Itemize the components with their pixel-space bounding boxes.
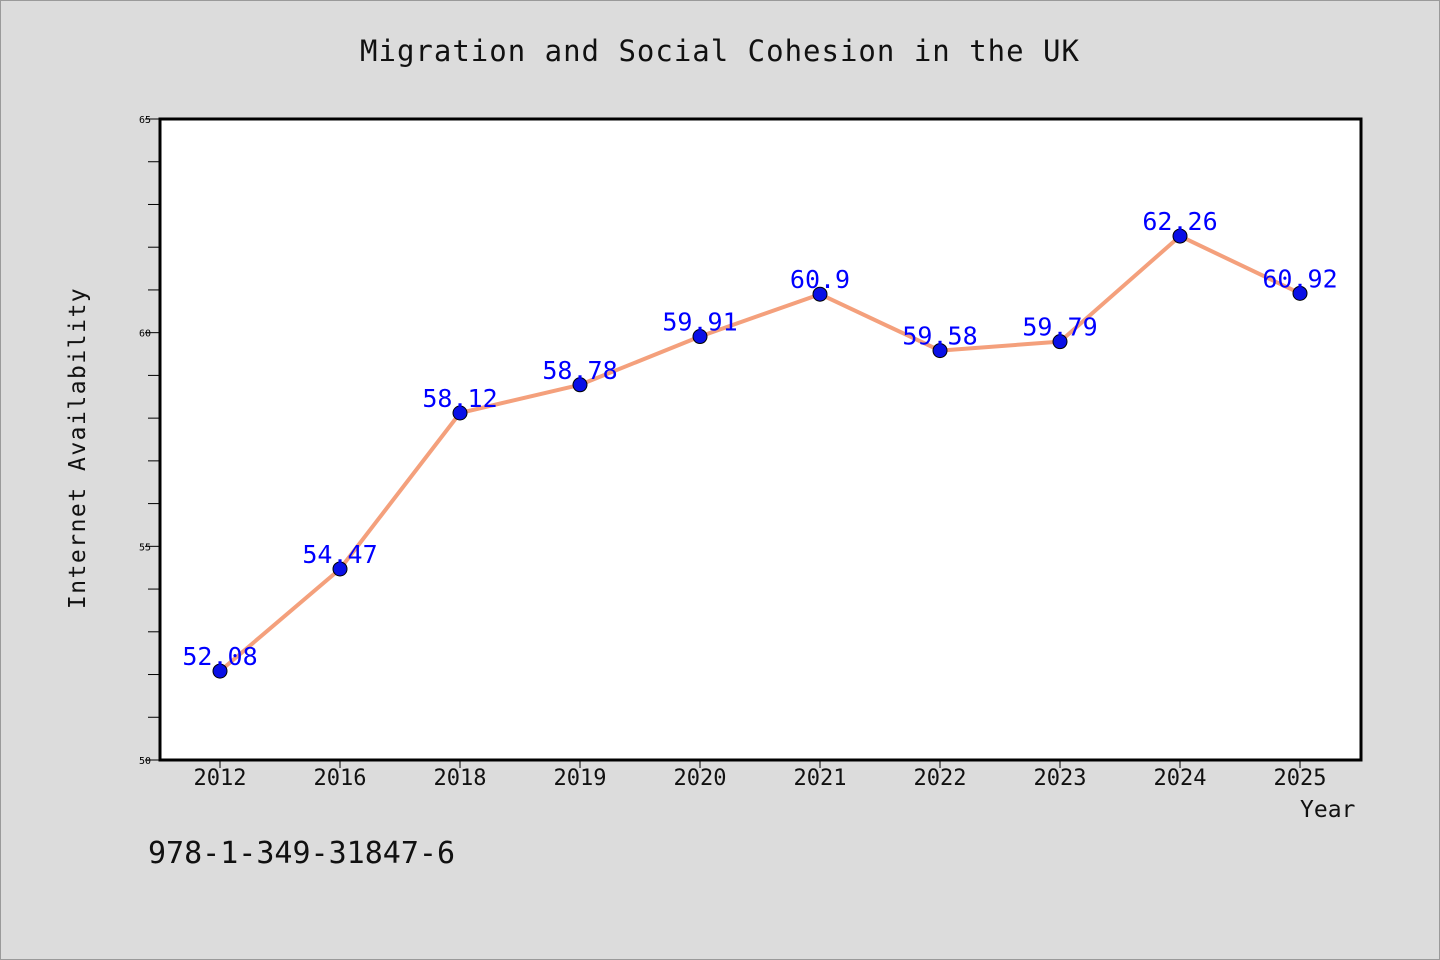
- data-label: 60.9: [790, 265, 850, 294]
- series-line: [218, 234, 1302, 674]
- data-label: 58.12: [422, 384, 497, 413]
- data-point: [1292, 285, 1308, 301]
- data-point: [932, 343, 948, 359]
- y-tick-label: 60: [139, 329, 151, 340]
- x-tick-label: 2022: [914, 766, 967, 791]
- data-label: 59.79: [1022, 313, 1097, 342]
- y-tick-label: 65: [139, 115, 151, 126]
- data-point: [1172, 228, 1188, 244]
- isbn-footer: 978-1-349-31847-6: [148, 836, 456, 871]
- data-label: 58.78: [542, 356, 617, 385]
- x-tick-label: 2021: [794, 766, 847, 791]
- x-tick-label: 2023: [1034, 766, 1087, 791]
- data-label: 59.91: [662, 308, 737, 337]
- plot-area: [160, 119, 1361, 760]
- chart-title: Migration and Social Cohesion in the UK: [360, 34, 1080, 68]
- x-tick-label: 2020: [674, 766, 727, 791]
- data-label: 54.47: [302, 540, 377, 569]
- x-axis-label: Year: [1300, 797, 1356, 823]
- data-label: 60.92: [1262, 264, 1337, 293]
- data-point: [692, 329, 708, 345]
- x-tick-label: 2018: [434, 766, 487, 791]
- x-tick-label: 2024: [1154, 766, 1207, 791]
- x-tick-label: 2019: [554, 766, 607, 791]
- x-tick-label: 2012: [194, 766, 247, 791]
- x-tick-label: 2025: [1274, 766, 1327, 791]
- data-point: [572, 377, 588, 393]
- y-tick-label: 55: [139, 542, 151, 553]
- data-label: 52.08: [182, 642, 257, 671]
- data-point: [1052, 334, 1068, 350]
- plot-border: [158, 117, 1363, 762]
- data-label: 62.26: [1142, 207, 1217, 236]
- data-point: [812, 286, 828, 302]
- y-tick-label: 50: [139, 756, 151, 767]
- data-label: 59.58: [902, 322, 977, 351]
- data-point: [452, 405, 468, 421]
- data-point: [212, 663, 228, 679]
- x-tick-label: 2016: [314, 766, 367, 791]
- data-point: [332, 561, 348, 577]
